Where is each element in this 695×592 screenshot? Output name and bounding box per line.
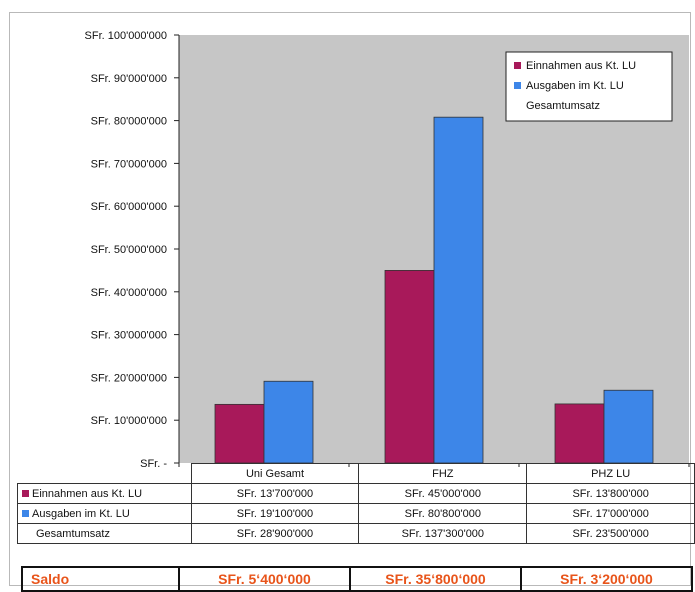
y-tick-label: SFr. 10'000'000 [91,415,167,427]
table-row: Einnahmen aus Kt. LU SFr. 13'700'000 SFr… [17,483,695,504]
row-label-text: Gesamtumsatz [36,527,110,540]
legend-box [505,51,673,122]
table-header-cell: PHZ LU [526,463,695,484]
y-tick-label: SFr. 20'000'000 [91,372,167,384]
bar [214,403,265,464]
table-header-cell: Uni Gesamt [190,463,360,484]
y-tick-label: SFr. 50'000'000 [91,244,167,256]
table-row-label: Ausgaben im Kt. LU [17,503,192,524]
data-table: Uni Gesamt FHZ PHZ LU Einnahmen aus Kt. … [17,463,695,544]
saldo-row: Saldo SFr. 5‘400‘000 SFr. 35‘800‘000 SFr… [21,566,693,592]
bar [263,380,314,464]
saldo-value: SFr. 35‘800‘000 [349,566,522,592]
row-label-text: Ausgaben im Kt. LU [32,507,130,520]
table-row: Gesamtumsatz SFr. 28'900'000 SFr. 137'30… [17,523,695,544]
saldo-value: SFr. 5‘400‘000 [178,566,351,592]
table-cell: SFr. 13'700'000 [190,483,360,504]
table-cell: SFr. 28'900'000 [190,523,360,544]
y-tick-label: SFr. 80'000'000 [91,116,167,128]
table-corner [18,464,192,484]
legend-label: Einnahmen aus Kt. LU [526,60,636,72]
bar [603,389,654,464]
saldo-value: SFr. 3‘200‘000 [520,566,693,592]
table-row: Ausgaben im Kt. LU SFr. 19'100'000 SFr. … [17,503,695,524]
y-tick-label: SFr. 90'000'000 [91,73,167,85]
row-label-text: Einnahmen aus Kt. LU [32,487,143,500]
legend-label: Gesamtumsatz [526,100,600,112]
table-row-label: Gesamtumsatz [17,523,192,544]
table-row-label: Einnahmen aus Kt. LU [17,483,192,504]
table-cell: SFr. 137'300'000 [358,523,528,544]
table-header-cell: FHZ [358,463,528,484]
table-cell: SFr. 45'000'000 [358,483,528,504]
table-cell: SFr. 80'800'000 [358,503,528,524]
saldo-label: Saldo [21,566,180,592]
y-tick-label: SFr. 60'000'000 [91,201,167,213]
bar [554,403,605,464]
bar-chart: SFr. - SFr. 10'000'000 SFr. 20'000'000 SFr.… [85,30,690,470]
legend-key-icon [22,510,29,518]
bar [433,116,484,464]
table-header-row: Uni Gesamt FHZ PHZ LU [18,463,695,484]
y-tick-label: SFr. 30'000'000 [91,330,167,342]
legend-key-icon [22,490,29,498]
y-tick-label: SFr. 40'000'000 [91,287,167,299]
legend-swatch [514,62,521,69]
table-cell: SFr. 13'800'000 [526,483,695,504]
y-tick-label: SFr. 70'000'000 [91,158,167,170]
bar [384,269,435,464]
y-tick-label: SFr. - [140,458,167,470]
legend-swatch [514,82,521,89]
table-cell: SFr. 23'500'000 [526,523,695,544]
table-cell: SFr. 17'000'000 [526,503,695,524]
y-tick-label: SFr. 100'000'000 [85,30,167,42]
saldo-table: Saldo SFr. 5‘400‘000 SFr. 35‘800‘000 SFr… [21,566,693,592]
table-cell: SFr. 19'100'000 [190,503,360,524]
legend-label: Ausgaben im Kt. LU [526,80,624,92]
